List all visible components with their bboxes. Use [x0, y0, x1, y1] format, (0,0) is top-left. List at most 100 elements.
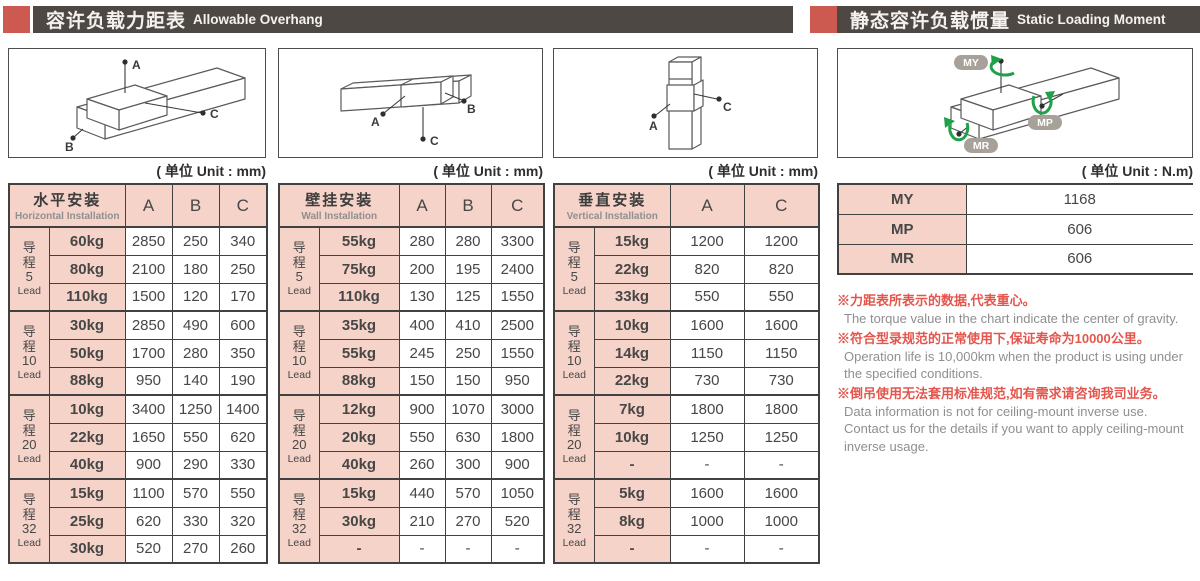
value-cell: 440	[398, 478, 446, 508]
note-zh: ※符合型录规范的正常使用下,保证寿命为10000公里。	[837, 330, 1150, 346]
load-cell: 75kg	[318, 254, 400, 284]
load-cell: 8kg	[593, 506, 671, 536]
value-cell: 820	[669, 254, 745, 284]
value-cell: 1000	[743, 506, 820, 536]
static-loading-moment-diagram: MY MP MR	[837, 48, 1193, 158]
value-cell: 1050	[490, 478, 545, 508]
value-cell: -	[669, 534, 745, 564]
value-cell: 195	[444, 254, 492, 284]
lead-line: Lead	[17, 284, 41, 297]
moment-row-label: MP	[837, 213, 967, 245]
table-row: 导程 32 Lead 15kg 440 570 1050	[278, 478, 545, 564]
value-cell: 330	[171, 506, 220, 536]
table-title-zh: 水平安装	[33, 192, 102, 209]
accent-square-right	[810, 6, 837, 33]
value-cell: 1800	[669, 394, 745, 424]
value-cell: 550	[171, 422, 220, 452]
load-cell: 30kg	[318, 506, 400, 536]
load-cell: 15kg	[318, 478, 400, 508]
value-cell: 3400	[124, 394, 173, 424]
lead-line: 程	[567, 338, 581, 354]
section-title-en: Static Loading Moment	[1017, 12, 1166, 27]
lead-line: 导	[567, 240, 581, 256]
value-cell: 280	[398, 226, 446, 256]
load-cell: 22kg	[48, 422, 126, 452]
diagram-label-c: C	[430, 134, 439, 148]
value-cell: -	[398, 534, 446, 564]
value-cell: 400	[398, 310, 446, 340]
value-cell: 190	[218, 366, 268, 396]
lead-line: 32	[292, 521, 307, 537]
lead-line: 程	[292, 338, 306, 354]
table-row: 8kg 1000 1000	[554, 506, 820, 536]
table-row: 导程 5 Lead 15kg 1200 1200	[553, 226, 820, 312]
value-cell: 1150	[743, 338, 820, 368]
value-cell: 1100	[124, 478, 173, 508]
value-cell: 490	[171, 310, 220, 340]
horizontal-installation-diagram: A C B	[8, 48, 266, 158]
table-row: 110kg 130 125 1550	[279, 282, 545, 312]
moment-row-label: MY	[837, 183, 967, 215]
lead-line: 20	[567, 437, 582, 453]
table-row: ---	[554, 534, 820, 564]
load-cell: 5kg	[593, 478, 671, 508]
value-cell: -	[490, 534, 545, 564]
load-cell: 40kg	[318, 450, 400, 480]
value-cell: 520	[490, 506, 545, 536]
table-title-cell: 水平安装 Horizontal Installation	[8, 183, 126, 228]
value-cell: 1550	[490, 282, 545, 312]
isometric-rail-drawing: A C B	[65, 58, 246, 154]
note-en: Contact us for the details if you want t…	[844, 421, 1184, 454]
lead-line: 10	[22, 353, 37, 369]
table-row: 导程 32 Lead 5kg 1600 1600	[553, 478, 820, 564]
lead-line: 程	[292, 506, 306, 522]
table-row: 30kg 210 270 520	[279, 506, 545, 536]
load-cell: 50kg	[48, 338, 126, 368]
load-cell: 40kg	[48, 450, 126, 480]
value-cell: 1800	[490, 422, 545, 452]
column-header: A	[124, 183, 173, 228]
table-row: 导程 5 Lead 55kg 280 280 3300	[278, 226, 545, 312]
table-header-row: 垂直安装 Vertical Installation A C	[553, 183, 820, 228]
wall-installation-diagram: A B C	[278, 48, 543, 158]
note-zh: ※倒吊使用无法套用标准规范,如有需求请咨询我司业务。	[837, 385, 1166, 401]
lead-line: 程	[567, 422, 581, 438]
table-row: 导程 5 Lead 60kg 2850 250 340	[8, 226, 268, 312]
value-cell: 1600	[669, 478, 745, 508]
value-cell: 1250	[171, 394, 220, 424]
value-cell: 950	[490, 366, 545, 396]
value-cell: 280	[444, 226, 492, 256]
value-cell: 1400	[218, 394, 268, 424]
table-title-cell: 壁挂安装 Wall Installation	[278, 183, 400, 228]
value-cell: 410	[444, 310, 492, 340]
lead-line: 20	[292, 437, 307, 453]
value-cell: 150	[398, 366, 446, 396]
wall-installation-table: 壁挂安装 Wall Installation A B C 导程 5 Lead 55kg 280 28…	[278, 183, 545, 564]
note-item: ※力距表所表示的数据,代表重心。 The torque value in the…	[837, 292, 1195, 328]
value-cell: 1800	[743, 394, 820, 424]
value-cell: 3000	[490, 394, 545, 424]
load-cell: 30kg	[48, 534, 126, 564]
value-cell: 170	[218, 282, 268, 312]
value-cell: 290	[171, 450, 220, 480]
value-cell: 330	[218, 450, 268, 480]
lead-line: Lead	[17, 536, 41, 549]
note-en: Data information is not for ceiling-moun…	[844, 403, 1148, 419]
value-cell: 520	[124, 534, 173, 564]
value-cell: 300	[444, 450, 492, 480]
moment-row-value: 606	[965, 213, 1193, 245]
lead-line: 10	[292, 353, 307, 369]
lead-line: 程	[292, 422, 306, 438]
value-cell: 250	[218, 254, 268, 284]
value-cell: 1150	[669, 338, 745, 368]
value-cell: 180	[171, 254, 220, 284]
value-cell: 250	[171, 226, 220, 256]
table-row: 14kg 1150 1150	[554, 338, 820, 368]
table-row: MY 1168	[837, 183, 1193, 215]
load-cell: 12kg	[318, 394, 400, 424]
note-en: Operation life is 10,000km when the prod…	[844, 348, 1183, 382]
load-cell: -	[593, 450, 671, 480]
value-cell: 210	[398, 506, 446, 536]
value-cell: 620	[124, 506, 173, 536]
column-header: C	[743, 183, 820, 228]
